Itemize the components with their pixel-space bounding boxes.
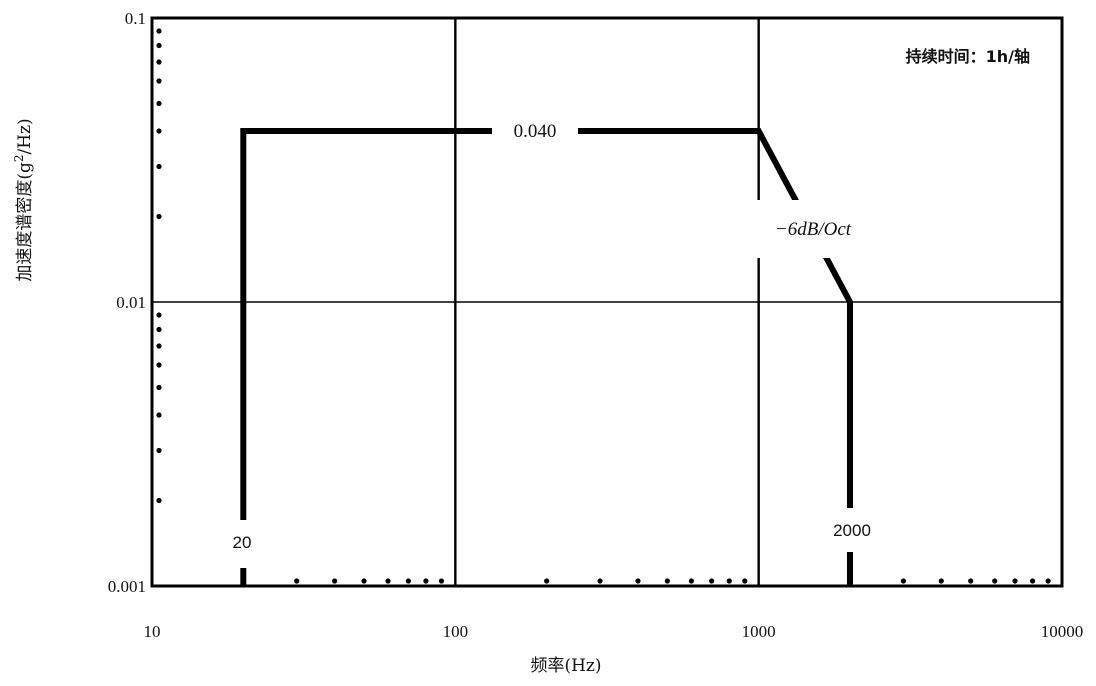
x-tick-label: 100	[443, 622, 469, 641]
x-axis-label: 频率(Hz)	[530, 656, 601, 676]
x-minor-tick	[992, 578, 998, 584]
y-minor-tick	[156, 326, 162, 333]
y-minor-tick	[156, 78, 162, 84]
y-minor-tick	[156, 163, 162, 170]
psd-profile-line	[240, 128, 853, 586]
slope-label: −6dB/Oct	[775, 219, 852, 240]
x-minor-tick	[1045, 578, 1051, 584]
y-tick-label: 0.01	[116, 293, 146, 312]
plot-frame	[150, 16, 1064, 588]
y-axis-label-suffix: /Hz)	[15, 118, 35, 154]
y-minor-tick	[156, 362, 162, 368]
series-layer	[240, 128, 853, 586]
grid-layer	[152, 18, 1062, 586]
y-axis-label-sup: 2	[12, 155, 26, 163]
y-minor-tick	[156, 343, 162, 349]
x-minor-tick	[742, 578, 748, 584]
x-minor-tick	[361, 578, 367, 584]
x-minor-tick	[544, 578, 550, 584]
y-minor-tick	[156, 497, 162, 504]
y-minor-tick	[156, 100, 162, 107]
y-minor-tick	[156, 213, 162, 220]
x-minor-tick	[1030, 578, 1036, 584]
x-minor-tick	[597, 578, 603, 584]
x-minor-tick	[332, 578, 338, 584]
f-high-label: 2000	[833, 521, 871, 540]
f-low-label: 20	[233, 533, 252, 552]
y-tick-label: 0.001	[108, 577, 146, 596]
x-minor-tick	[968, 578, 974, 584]
y-minor-tick	[156, 42, 162, 49]
x-minor-tick	[294, 578, 300, 584]
x-minor-tick	[385, 578, 391, 584]
y-minor-tick	[156, 59, 162, 65]
x-minor-tick	[709, 578, 715, 584]
y-axis-label-prefix: 加速度谱密度(g	[15, 162, 35, 282]
y-minor-tick	[156, 28, 162, 34]
y-axis-label: 加速度谱密度(g2/Hz)	[12, 118, 35, 281]
y-minor-tick	[156, 384, 162, 391]
f-high-label-bg	[826, 508, 880, 552]
x-minor-tick	[423, 578, 429, 584]
y-minor-tick	[156, 447, 162, 454]
slope-label-bg	[756, 200, 868, 258]
duration-label: 持续时间：1h/轴	[906, 47, 1030, 66]
y-minor-tick	[156, 312, 162, 318]
x-tick-label: 10	[144, 622, 161, 641]
y-tick-label: 0.1	[125, 9, 146, 28]
x-tick-label: 10000	[1041, 622, 1084, 641]
x-minor-tick	[635, 578, 641, 584]
x-tick-label: 1000	[742, 622, 776, 641]
x-minor-tick	[664, 578, 670, 584]
x-minor-tick	[688, 578, 694, 584]
level-label-bg	[492, 116, 578, 146]
minor-tick-layer	[156, 28, 1051, 584]
f-low-label-bg	[222, 520, 264, 568]
tick-label-layer: 10 100 1000 10000 0.001 0.01 0.1	[108, 9, 1084, 641]
x-minor-tick	[1012, 578, 1018, 584]
x-minor-tick	[900, 578, 906, 584]
x-minor-tick	[405, 578, 411, 584]
x-minor-tick	[726, 578, 732, 584]
y-minor-tick	[156, 412, 162, 418]
x-minor-tick	[438, 578, 445, 584]
level-label: 0.040	[514, 121, 557, 142]
x-minor-tick	[938, 578, 944, 584]
y-minor-tick	[156, 128, 162, 134]
